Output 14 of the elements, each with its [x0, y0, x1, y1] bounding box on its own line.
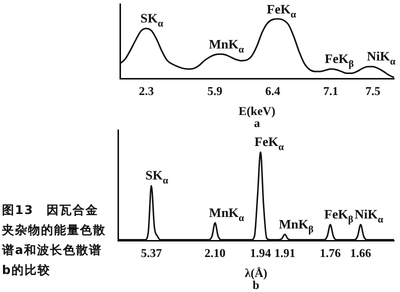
x-tick-label: 7.1	[323, 84, 338, 98]
x-tick-label: 6.4	[265, 84, 280, 98]
x-tick-label: 5.9	[207, 84, 222, 98]
x-tick-label: 2.3	[138, 84, 154, 98]
x-tick-label: 7.5	[365, 84, 380, 98]
x-tick-label: 1.94	[250, 246, 272, 260]
x-axis-title: λ(Å) b	[244, 266, 268, 292]
x-tick-label: 5.37	[140, 246, 162, 260]
x-axis-title: E(keV) a	[238, 104, 276, 130]
caption: 图13 因瓦合金夹杂物的能量色散谱a和波长色散谱b的比较	[2, 202, 107, 279]
x-tick-label: 2.10	[204, 246, 226, 260]
x-tick-label: 1.91	[274, 246, 296, 260]
x-tick-label: 1.66	[350, 246, 372, 260]
x-tick-label: 1.76	[320, 246, 341, 260]
